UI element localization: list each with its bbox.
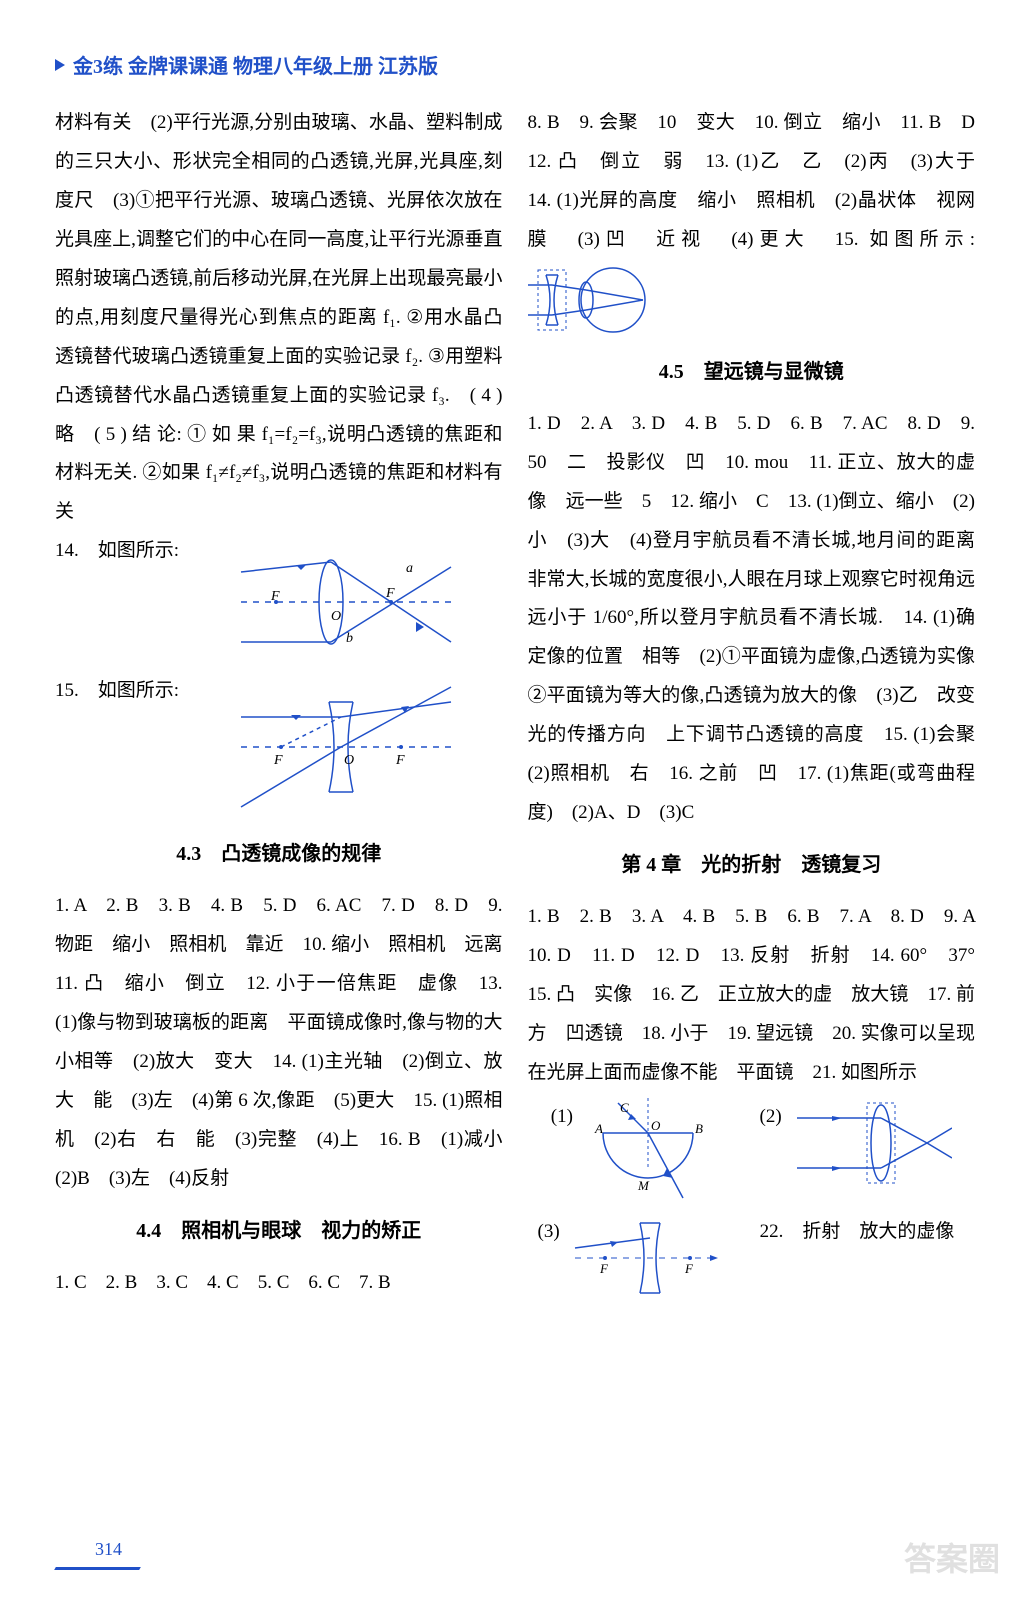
review-diagram-2-wrap: (2) xyxy=(760,1098,952,1208)
section-4-3-title: 4.3 凸透镜成像的规律 xyxy=(55,834,503,875)
svg-text:F: F xyxy=(599,1261,609,1276)
svg-text:B: B xyxy=(695,1121,703,1136)
convex-converge-diagram xyxy=(792,1098,952,1188)
review-diagram-3-wrap: (3) F F xyxy=(538,1213,720,1298)
section-4-4-continued: 8. B 9. 会聚 10 变大 10. 倒立 缩小 11. B D 12. 凸… xyxy=(528,104,976,340)
convex-lens-ray-diagram: F F O a b xyxy=(236,542,456,662)
svg-text:O: O xyxy=(651,1118,661,1133)
section-4-4-title: 4.4 照相机与眼球 视力的矫正 xyxy=(55,1211,503,1252)
semicircle-refraction-diagram: A B C O M xyxy=(583,1098,713,1208)
svg-text:M: M xyxy=(637,1178,650,1193)
d2-label: (2) xyxy=(760,1098,782,1137)
d3-label: (3) xyxy=(538,1213,560,1252)
svg-text:b: b xyxy=(346,631,353,646)
q14-label: 14. 如图所示: xyxy=(55,532,179,571)
q15-label: 15. 如图所示: xyxy=(55,672,179,711)
section-4-5-body: 1. D 2. A 3. D 4. B 5. D 6. B 7. AC 8. D… xyxy=(528,405,976,833)
sec-4-4-text: 8. B 9. 会聚 10 变大 10. 倒立 缩小 11. B D 12. 凸… xyxy=(528,112,995,250)
svg-text:C: C xyxy=(620,1100,629,1115)
left-column: 材料有关 (2)平行光源,分别由玻璃、水晶、塑料制成的三只大小、形状完全相同的凸… xyxy=(55,104,503,1303)
right-column: 8. B 9. 会聚 10 变大 10. 倒立 缩小 11. B D 12. 凸… xyxy=(528,104,976,1303)
concave-diverge-diagram: F F xyxy=(570,1213,720,1298)
d1-label: (1) xyxy=(551,1098,573,1137)
book-header: 金3练 金牌课课通 物理八年级上册 江苏版 xyxy=(55,50,975,79)
chapter-4-review-body: 1. B 2. B 3. A 4. B 5. B 6. B 7. A 8. D … xyxy=(528,898,976,1093)
eye-lens-diagram xyxy=(528,260,658,340)
svg-text:F: F xyxy=(273,753,283,768)
q22-text: 22. 折射 放大的虚像 xyxy=(760,1213,955,1298)
header-title: 金3练 金牌课课通 物理八年级上册 江苏版 xyxy=(73,50,438,79)
review-diagrams-row1: (1) A B C O M (2) xyxy=(528,1098,976,1208)
svg-text:O: O xyxy=(331,609,341,624)
svg-text:F: F xyxy=(385,586,395,601)
section-4-4-body: 1. C 2. B 3. C 4. C 5. C 6. C 7. B xyxy=(55,1264,503,1303)
header-arrow-icon xyxy=(55,59,65,71)
svg-text:O: O xyxy=(344,753,354,768)
review-diagrams-row2: (3) F F 22. 折射 放大的虚像 xyxy=(528,1213,976,1298)
svg-text:a: a xyxy=(406,561,413,576)
review-diagram-1-wrap: (1) A B C O M xyxy=(551,1098,713,1208)
svg-text:F: F xyxy=(684,1261,694,1276)
page-number: 314 xyxy=(95,1539,122,1560)
section-4-3-body: 1. A 2. B 3. B 4. B 5. D 6. AC 7. D 8. D… xyxy=(55,887,503,1199)
watermark-text: 答案圈 xyxy=(904,1534,1000,1580)
footer-decoration xyxy=(54,1567,141,1570)
svg-text:A: A xyxy=(594,1121,603,1136)
section-4-5-title: 4.5 望远镜与显微镜 xyxy=(528,352,976,393)
two-column-layout: 材料有关 (2)平行光源,分别由玻璃、水晶、塑料制成的三只大小、形状完全相同的凸… xyxy=(55,104,975,1303)
svg-text:F: F xyxy=(395,753,405,768)
chapter-4-review-title: 第 4 章 光的折射 透镜复习 xyxy=(528,845,976,886)
concave-lens-ray-diagram: F F O xyxy=(236,682,456,812)
para-material: 材料有关 (2)平行光源,分别由玻璃、水晶、塑料制成的三只大小、形状完全相同的凸… xyxy=(55,104,503,532)
q14-row: 14. 如图所示: F F O a b xyxy=(55,532,503,672)
q15-row: 15. 如图所示: F F O xyxy=(55,672,503,822)
